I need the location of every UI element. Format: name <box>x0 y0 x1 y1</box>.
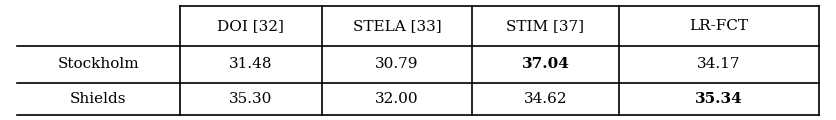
Text: 35.30: 35.30 <box>229 92 273 106</box>
Text: STELA [33]: STELA [33] <box>353 19 441 33</box>
Text: STIM [37]: STIM [37] <box>507 19 584 33</box>
Text: 37.04: 37.04 <box>522 57 569 71</box>
Text: 35.34: 35.34 <box>695 92 743 106</box>
Text: 31.48: 31.48 <box>229 57 273 71</box>
Text: 34.17: 34.17 <box>697 57 741 71</box>
Text: Stockholm: Stockholm <box>58 57 139 71</box>
Text: 34.62: 34.62 <box>523 92 568 106</box>
Text: 30.79: 30.79 <box>375 57 419 71</box>
Text: 32.00: 32.00 <box>375 92 419 106</box>
Text: LR-FCT: LR-FCT <box>690 19 748 33</box>
Text: Shields: Shields <box>70 92 126 106</box>
Text: DOI [32]: DOI [32] <box>217 19 284 33</box>
